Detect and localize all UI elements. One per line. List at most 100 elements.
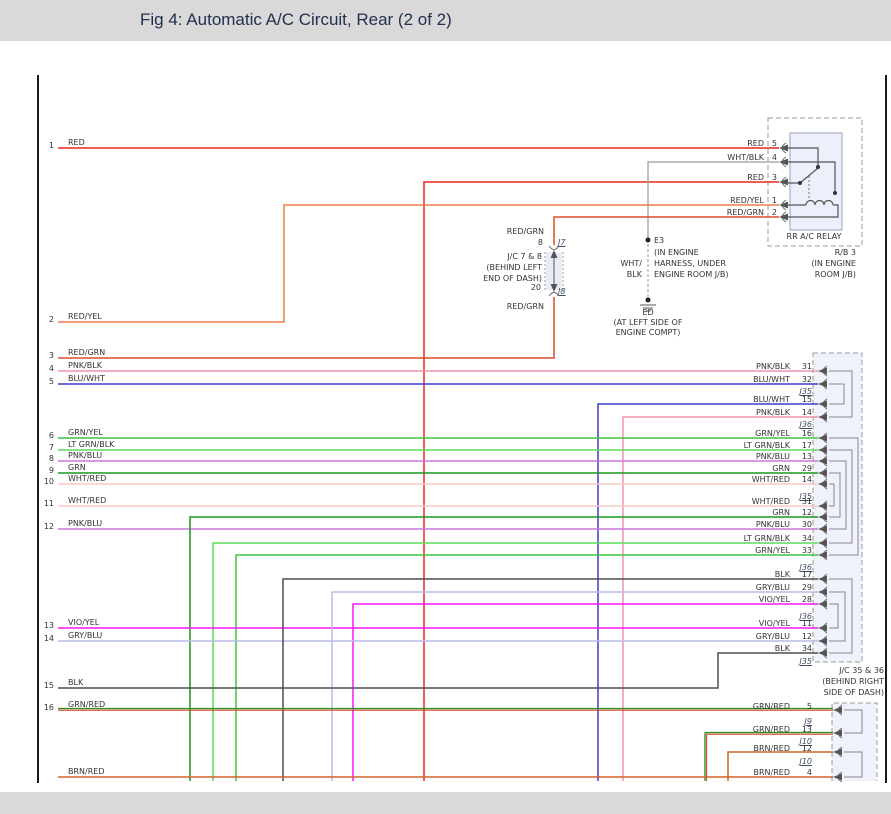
left-wire-10-label: WHT/RED <box>68 474 107 483</box>
jc3536-row-15-label: LT GRN/BLK <box>743 534 790 543</box>
relay-pin-5-number: 5 <box>771 139 777 148</box>
jc3536-row-14-pin: 30 <box>801 520 812 529</box>
jc3536-row-1-pin: 32 <box>801 375 812 384</box>
wire-vio-yel <box>58 603 818 781</box>
relay-pin-3-number: 3 <box>771 173 777 182</box>
jc910-row-0-pin: 5 <box>806 702 812 711</box>
jc78-pin-bottom: 20 <box>530 283 541 292</box>
jc78-wire-below-label: RED/GRN <box>506 302 544 311</box>
left-wire-6-number: 6 <box>48 431 54 440</box>
left-wire-2-label: RED/YEL <box>68 312 102 321</box>
e3-splice-name: E3 <box>654 236 665 245</box>
jc78-connector-top: J7 <box>558 238 566 247</box>
jc3536-row-9-label: GRN <box>772 464 790 473</box>
e3-location-2: HARNESS, UNDER <box>654 259 726 268</box>
wire-grn-yel <box>58 437 818 781</box>
relay-location-3: ROOM J/B) <box>814 270 856 279</box>
wire-pnk-blk <box>58 370 818 781</box>
ed-ground-name: ED <box>642 308 654 317</box>
jc910-junction-label-3: J10 <box>799 737 812 746</box>
e3-location-3: ENGINE ROOM J/B) <box>654 270 729 279</box>
jc3536-row-8-label: PNK/BLU <box>755 452 790 461</box>
relay-pin-2-label: RED/GRN <box>726 208 764 217</box>
jc3536-name-3: SIDE OF DASH) <box>823 688 884 697</box>
left-wire-7-label: LT GRN/BLK <box>68 440 115 449</box>
relay-pin-3-label: RED <box>747 173 764 182</box>
left-wire-15-number: 15 <box>43 681 54 690</box>
jc3536-row-1-label: BLU/WHT <box>753 375 790 384</box>
left-wire-13-label: VIO/YEL <box>68 618 100 627</box>
jc3536-row-10-pin: 14 <box>801 475 812 484</box>
relay-box <box>789 132 843 231</box>
wire-red-grn <box>58 216 779 359</box>
jc3536-row-24-label: BLK <box>774 644 790 653</box>
left-wire-14-number: 14 <box>43 634 54 643</box>
jc3536-row-19-label: GRY/BLU <box>755 583 790 592</box>
left-wire-9-number: 9 <box>48 466 54 475</box>
jc3536-row-14-label: PNK/BLU <box>755 520 790 529</box>
jc78-connector-bottom: J8 <box>558 287 566 296</box>
left-wire-10-number: 10 <box>43 477 54 486</box>
relay-location-2: (IN ENGINE <box>811 259 856 268</box>
wire-blk <box>58 578 818 781</box>
jc910-junction-label-5: J10 <box>799 757 812 766</box>
left-wire-8-label: PNK/BLU <box>68 451 103 460</box>
relay-internal-circuit <box>788 147 839 218</box>
jc3536-row-8-pin: 13 <box>801 452 812 461</box>
jc910-row-6-pin: 4 <box>806 768 812 777</box>
relay-name: RR A/C RELAY <box>786 232 842 241</box>
ed-ground-dot <box>645 297 651 303</box>
jc910-internal-links <box>844 709 863 778</box>
jc3536-row-15-pin: 34 <box>801 534 812 543</box>
wire-grn-red-red-stripe <box>58 709 833 781</box>
jc3536-row-7-pin: 17 <box>801 441 812 450</box>
wire-grn-red-green-stripe <box>58 707 833 781</box>
relay-pin-arrowheads <box>779 144 788 221</box>
wire-pnk-blu <box>58 460 818 530</box>
jc78-name-3: END OF DASH) <box>483 274 542 283</box>
jc910-row-4-pin: 12 <box>801 744 812 753</box>
wire-wht-red <box>58 483 818 507</box>
jc3536-row-18-pin: 17 <box>801 570 812 579</box>
jc3536-internal-links <box>829 370 859 654</box>
jc3536-row-20-label: VIO/YEL <box>758 595 790 604</box>
jc3536-row-16-pin: 33 <box>801 546 812 555</box>
left-wire-12-label: PNK/BLU <box>68 519 103 528</box>
wire-gry-blu <box>58 591 818 781</box>
jc78-pin-arcs <box>548 245 560 297</box>
wire-wht-blk <box>647 161 779 240</box>
left-wire-5-number: 5 <box>48 377 54 386</box>
wire-brn-red <box>58 751 833 781</box>
relay-location-1: R/B 3 <box>834 248 856 257</box>
e3-splice-dot <box>645 237 651 243</box>
ground-wire-label-2: BLK <box>626 270 642 279</box>
left-wire-9-label: GRN <box>68 463 86 472</box>
jc3536-junction-label-2: J35 <box>799 387 812 396</box>
jc3536-row-7-label: LT GRN/BLK <box>743 441 790 450</box>
page-title: Fig 4: Automatic A/C Circuit, Rear (2 of… <box>140 10 452 29</box>
left-wire-5-label: BLU/WHT <box>68 374 105 383</box>
wire-red <box>58 147 779 781</box>
jc3536-row-6-pin: 16 <box>801 429 812 438</box>
jc3536-junction-label-11: J35 <box>799 492 812 501</box>
left-wire-17-label: BRN/RED <box>68 767 105 776</box>
e3-location-1: (IN ENGINE <box>654 248 699 257</box>
jc3536-row-23-pin: 12 <box>801 632 812 641</box>
left-wire-6-label: GRN/YEL <box>68 428 103 437</box>
left-wire-11-label: WHT/RED <box>68 496 107 505</box>
relay-contact-dot-lower <box>833 191 837 195</box>
relay-contact-dot-upper <box>816 165 820 169</box>
jc910-row-2-label: GRN/RED <box>752 725 790 734</box>
relay-pin-1-number: 1 <box>771 196 777 205</box>
relay-pin-4-label: WHT/BLK <box>727 153 764 162</box>
jc3536-pin-arrowheads <box>818 367 827 657</box>
jc3536-row-24-pin: 34 <box>801 644 812 653</box>
bottom-bar <box>0 792 891 814</box>
jc3536-row-20-pin: 28 <box>801 595 812 604</box>
ground-wire-label-1: WHT/ <box>620 259 642 268</box>
jc3536-junction-label-5: J36 <box>799 420 812 429</box>
jc3536-name-1: J/C 35 & 36 <box>839 666 884 675</box>
left-wire-4-label: PNK/BLK <box>68 361 102 370</box>
jc910-row-4-label: BRN/RED <box>753 744 791 753</box>
